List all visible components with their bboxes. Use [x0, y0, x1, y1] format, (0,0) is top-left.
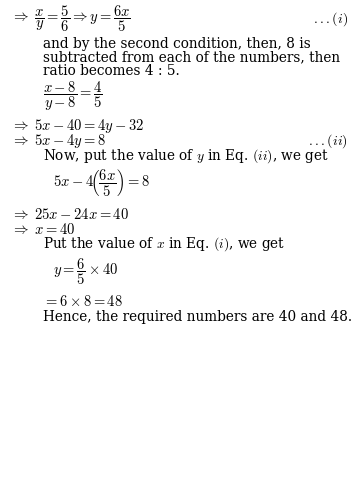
- Text: $= 6 \times 8 = 48$: $= 6 \times 8 = 48$: [43, 294, 122, 309]
- Text: $...(ii)$: $...(ii)$: [308, 132, 348, 150]
- Text: $\Rightarrow\; x = 40$: $\Rightarrow\; x = 40$: [11, 222, 75, 237]
- Text: ratio becomes 4 : 5.: ratio becomes 4 : 5.: [43, 64, 179, 78]
- Text: $\Rightarrow\; 5x - 40 = 4y - 32$: $\Rightarrow\; 5x - 40 = 4y - 32$: [11, 117, 144, 135]
- Text: $\dfrac{x-8}{y-8} = \dfrac{4}{5}$: $\dfrac{x-8}{y-8} = \dfrac{4}{5}$: [43, 80, 102, 114]
- Text: subtracted from each of the numbers, then: subtracted from each of the numbers, the…: [43, 51, 340, 64]
- Text: $\Rightarrow\; 5x - 4y = 8$: $\Rightarrow\; 5x - 4y = 8$: [11, 132, 105, 150]
- Text: $...(i)$: $...(i)$: [313, 10, 348, 28]
- Text: and by the second condition, then, 8 is: and by the second condition, then, 8 is: [43, 37, 310, 51]
- Text: $\Rightarrow\; 25x - 24x = 40$: $\Rightarrow\; 25x - 24x = 40$: [11, 207, 129, 222]
- Text: $5x - 4\!\left(\dfrac{6x}{5}\right) = 8$: $5x - 4\!\left(\dfrac{6x}{5}\right) = 8$: [53, 168, 150, 199]
- Text: Put the value of $x$ in Eq. $(i)$, we get: Put the value of $x$ in Eq. $(i)$, we ge…: [43, 236, 285, 253]
- Text: $y = \dfrac{6}{5} \times 40$: $y = \dfrac{6}{5} \times 40$: [53, 256, 119, 287]
- Text: Now, put the value of $y$ in Eq. $(ii)$, we get: Now, put the value of $y$ in Eq. $(ii)$,…: [43, 147, 328, 165]
- Text: Hence, the required numbers are 40 and 48.: Hence, the required numbers are 40 and 4…: [43, 310, 352, 324]
- Text: $\Rightarrow\;\dfrac{x}{y} = \dfrac{5}{6} \Rightarrow y = \dfrac{6x}{5}$: $\Rightarrow\;\dfrac{x}{y} = \dfrac{5}{6…: [11, 3, 131, 34]
